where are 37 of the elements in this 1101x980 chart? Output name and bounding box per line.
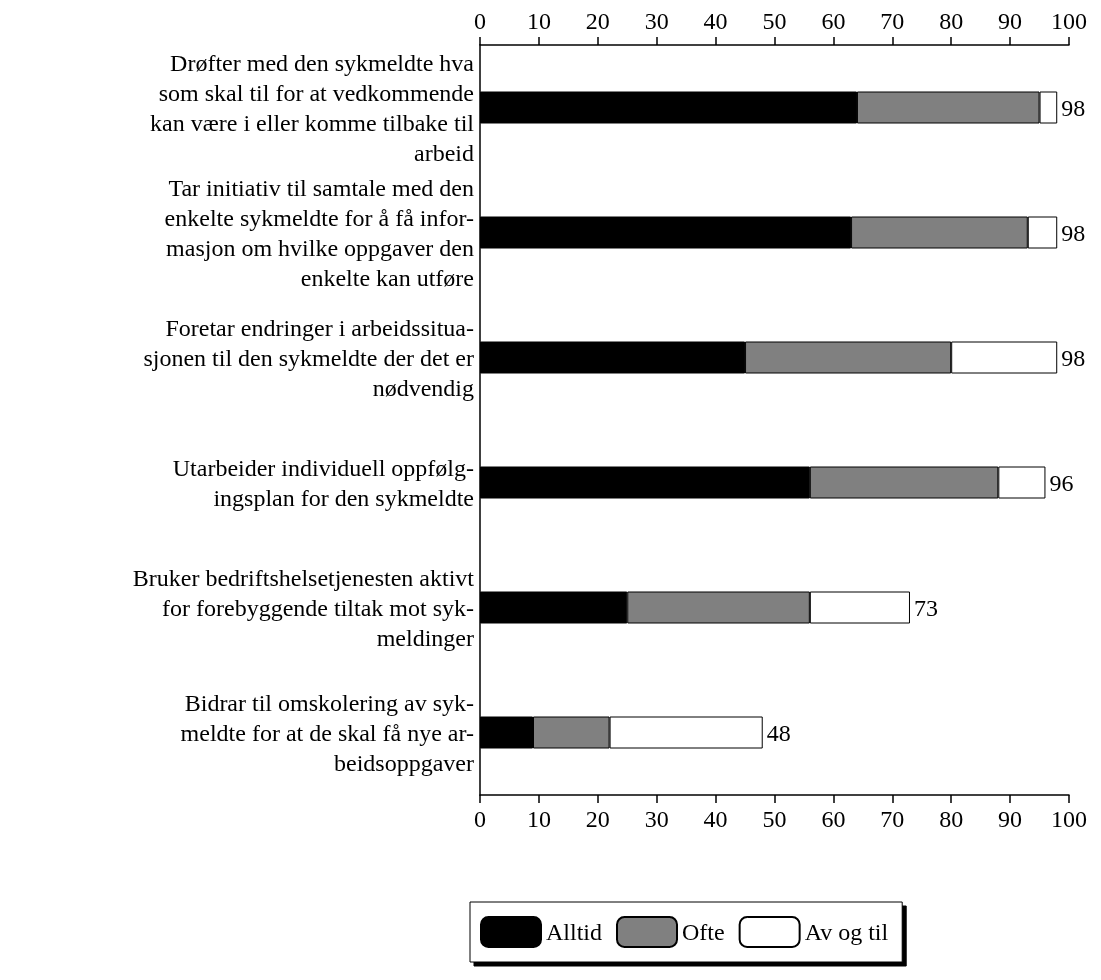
x2-tick-label: 0 bbox=[474, 8, 486, 34]
legend-label: Alltid bbox=[546, 919, 603, 945]
total-label: 73 bbox=[913, 594, 938, 621]
x-tick-label: 60 bbox=[821, 806, 846, 832]
y-tick-label: Foretar endringer i arbeidssitua- sjonen til den sykmeldte der det er nødvendig bbox=[143, 314, 474, 401]
y-tick-label: Tar initiativ til samtale med den enkelte sykmeldte for å få infor- masjon om hvilke oppgaver den enkelte kan utføre bbox=[164, 174, 474, 291]
x2-tick-label: 30 bbox=[644, 8, 669, 34]
total-label: 98 bbox=[1061, 94, 1086, 121]
x-tick-label: 20 bbox=[585, 806, 610, 832]
x2-tick-label: 90 bbox=[998, 8, 1023, 34]
total-label: 98 bbox=[1061, 219, 1086, 246]
x-tick-label: 90 bbox=[998, 806, 1023, 832]
x2-tick-label: 70 bbox=[880, 8, 905, 34]
x-tick-label: 10 bbox=[526, 806, 551, 832]
total-label: 48 bbox=[766, 719, 791, 746]
x2-tick-label: 60 bbox=[821, 8, 846, 34]
x2-tick-label: 80 bbox=[939, 8, 964, 34]
x-tick-label: 0 bbox=[474, 806, 486, 832]
x-tick-label: 50 bbox=[762, 806, 787, 832]
x-tick-label: 30 bbox=[644, 806, 669, 832]
x-tick-label: 80 bbox=[939, 806, 964, 832]
legend-label: Av og til bbox=[804, 919, 889, 945]
x2-tick-label: 40 bbox=[703, 8, 728, 34]
total-label: 98 bbox=[1061, 344, 1086, 371]
x2-tick-label: 20 bbox=[585, 8, 610, 34]
y-tick-label: Drøfter med den sykmeldte hva som skal til for at vedkommende kan være i eller komme tilbake til arbeid bbox=[150, 49, 475, 166]
y-tick-label: Utarbeider individuell oppfølg- ingsplan for den sykmeldte bbox=[172, 454, 474, 511]
x2-tick-label: 50 bbox=[762, 8, 787, 34]
x2-tick-label: 100 bbox=[1051, 8, 1087, 34]
x-tick-label: 70 bbox=[880, 806, 905, 832]
total-label: 96 bbox=[1049, 469, 1074, 496]
x-tick-label: 40 bbox=[703, 806, 728, 832]
y-tick-label: Bidrar til omskolering av syk- meldte for at de skal få nye ar- beidsoppgaver bbox=[180, 689, 474, 776]
x-tick-label: 100 bbox=[1051, 806, 1087, 832]
y-tick-label: Bruker bedriftshelsetjenesten aktivt for forebyggende tiltak mot syk- meldinger bbox=[132, 564, 475, 651]
x2-tick-label: 10 bbox=[526, 8, 551, 34]
legend-label: Ofte bbox=[682, 919, 725, 945]
